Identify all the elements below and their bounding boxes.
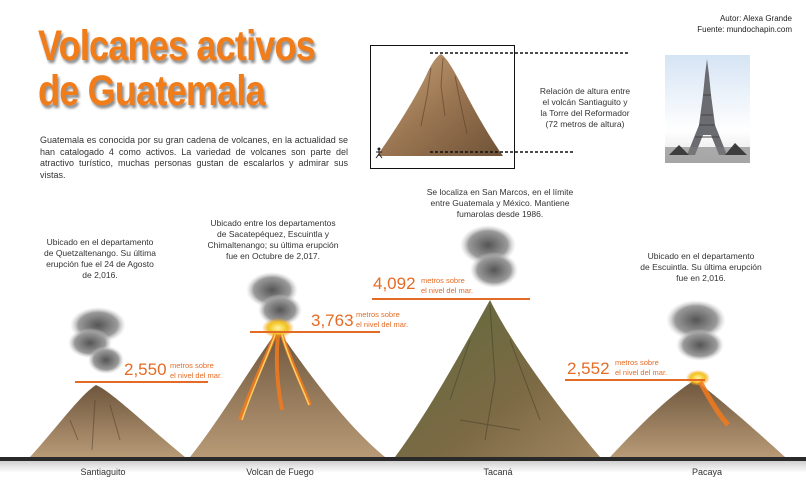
desc-line: Ubicado en el departamento <box>647 251 755 261</box>
unit-line: el nivel del mar. <box>356 320 409 329</box>
page-title: Volcanes activos de Guatemala <box>38 22 316 115</box>
volcano-illustrations <box>30 225 785 457</box>
height-line-pacaya <box>565 379 705 381</box>
height-unit-fuego: metros sobre el nivel del mar. <box>356 310 408 330</box>
torre-reformador-photo <box>665 55 750 163</box>
unit-line: el nivel del mar. <box>615 368 668 377</box>
volcano-name-pacaya: Pacaya <box>691 467 723 477</box>
volcano-desc-fuego: Ubicado entre los departamentos de Sacat… <box>198 218 348 262</box>
height-comparison-box <box>370 45 515 169</box>
intro-text: Guatemala es conocida por su gran cadena… <box>40 135 348 180</box>
desc-line: entre Guatemala y México. Mantiene <box>430 198 570 208</box>
volcano-name-santiaguito: Santiaguito <box>80 467 126 477</box>
title-line-2: de Guatemala <box>38 67 266 115</box>
desc-line: de Sacatepéquez, Escuintla y <box>217 229 329 239</box>
height-unit-santiaguito: metros sobre el nivel del mar. <box>170 361 222 381</box>
person-figure-icon <box>375 147 383 159</box>
tower-icon <box>665 59 750 163</box>
height-value-tacana: 4,092 <box>373 274 416 293</box>
volcano-desc-tacana: Se localiza en San Marcos, en el límite … <box>415 187 585 220</box>
title-line-1: Volcanes activos <box>38 22 316 70</box>
volcano-name-fuego: Volcan de Fuego <box>246 467 314 477</box>
unit-line: metros sobre <box>356 310 400 319</box>
santiaguito-volcano <box>30 307 185 457</box>
fuego-volcano <box>190 272 385 457</box>
tacana-volcano <box>395 225 600 457</box>
height-unit-tacana: metros sobre el nivel del mar. <box>421 276 473 296</box>
unit-line: metros sobre <box>421 276 465 285</box>
pacaya-volcano <box>610 300 785 457</box>
height-value-santiaguito: 2,550 <box>124 360 167 379</box>
height-line-fuego <box>250 331 380 333</box>
unit-line: el nivel del mar. <box>421 286 474 295</box>
author-credit: Autor: Alexa Grande <box>719 14 792 23</box>
height-line-tacana <box>372 298 530 300</box>
unit-line: metros sobre <box>170 361 214 370</box>
desc-line: erupción fue el 24 de Agosto <box>46 259 154 269</box>
ground-line <box>0 457 806 461</box>
source-credit: Fuente: mundochapin.com <box>697 25 792 34</box>
desc-line: fue en Octubre de 2,017. <box>225 251 321 261</box>
relation-caption: Relación de altura entre el volcán Santi… <box>530 86 640 130</box>
relation-line: Relación de altura entre <box>539 86 631 96</box>
unit-line: el nivel del mar. <box>170 371 223 380</box>
relation-line: el volcán Santiaguito y <box>542 97 628 107</box>
height-reference-lines <box>430 52 628 153</box>
ground-shadow <box>0 461 806 490</box>
height-line-santiaguito <box>75 381 208 383</box>
height-value-pacaya: 2,552 <box>567 359 610 378</box>
desc-line: fumarolas desde 1986. <box>456 209 544 219</box>
volcano-name-tacana: Tacaná <box>483 467 513 477</box>
desc-line: Ubicado en el departamento <box>46 237 154 247</box>
desc-line: Chimaltenango; su última erupción <box>207 240 339 250</box>
height-unit-pacaya: metros sobre el nivel del mar. <box>615 358 667 378</box>
desc-line: de Escuintla. Su última erupción <box>640 262 762 272</box>
desc-line: Ubicado entre los departamentos <box>210 218 336 228</box>
unit-line: metros sobre <box>615 358 659 367</box>
relation-line: (72 metros de altura) <box>545 119 625 129</box>
desc-line: Se localiza en San Marcos, en el límite <box>426 187 574 197</box>
desc-line: de Quetzaltenango. Su última <box>44 248 156 258</box>
desc-line: de 2,016. <box>82 270 118 280</box>
volcano-desc-pacaya: Ubicado en el departamento de Escuintla.… <box>626 251 776 284</box>
desc-line: fue en 2,016. <box>676 273 726 283</box>
relation-line: la Torre del Reformador <box>540 108 630 118</box>
credits: Autor: Alexa Grande Fuente: mundochapin.… <box>697 13 792 35</box>
volcano-desc-santiaguito: Ubicado en el departamento de Quetzalten… <box>30 237 170 281</box>
santiaguito-illustration <box>375 54 503 159</box>
height-value-fuego: 3,763 <box>311 311 354 330</box>
